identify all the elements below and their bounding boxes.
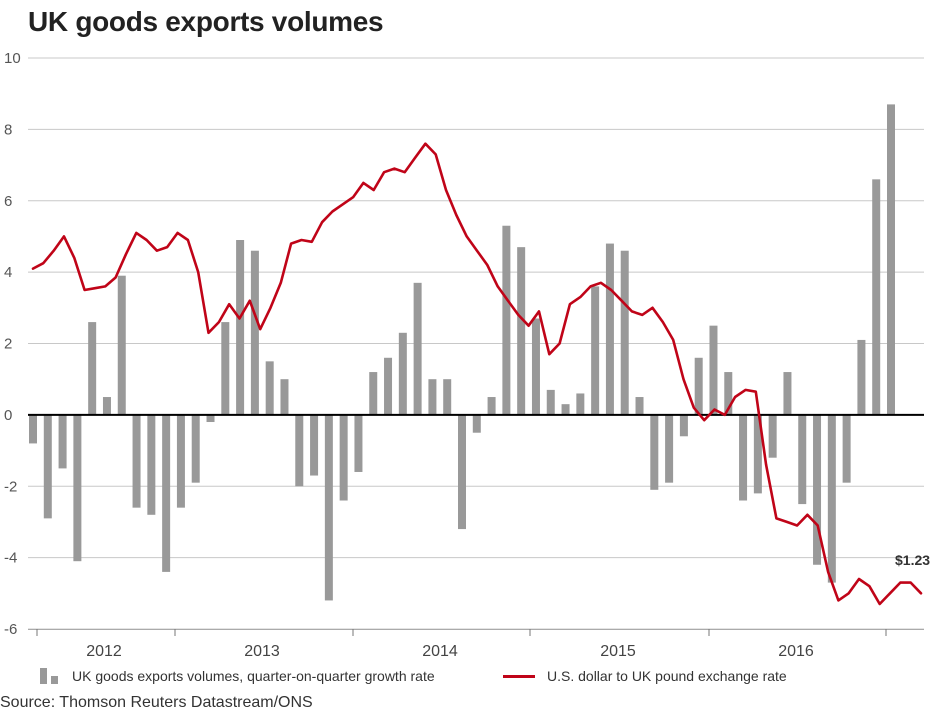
y-tick-label: -4 <box>4 550 17 567</box>
bar <box>605 243 614 415</box>
bar <box>842 414 851 483</box>
bar <box>768 414 777 458</box>
bar <box>887 104 895 415</box>
exchange-rate-line <box>31 142 923 606</box>
bar <box>250 250 259 415</box>
legend-item-bars: UK goods exports volumes, quarter-on-qua… <box>40 668 435 684</box>
bar <box>369 372 378 415</box>
end-value-label: $1.23 <box>895 552 930 568</box>
bar <box>310 414 319 476</box>
bar <box>665 414 674 483</box>
source-note: Source: Thomson Reuters Datastream/ONS <box>0 694 313 711</box>
bar <box>679 414 688 437</box>
y-tick-label: 8 <box>4 121 12 138</box>
bar <box>813 414 822 565</box>
bar <box>724 372 733 415</box>
bar <box>472 414 481 433</box>
bar <box>650 414 659 490</box>
bar <box>132 414 141 508</box>
bar <box>502 225 511 415</box>
bar <box>73 414 82 562</box>
y-tick-label: 0 <box>4 407 12 424</box>
bar <box>753 414 762 494</box>
x-tick-label: 2014 <box>422 643 458 660</box>
y-tick-label: 2 <box>4 336 12 353</box>
y-tick-label: -6 <box>4 621 17 638</box>
legend-item-line: U.S. dollar to UK pound exchange rate <box>503 668 787 684</box>
bar <box>236 240 245 415</box>
bar <box>694 357 703 415</box>
y-tick-label: 6 <box>4 193 12 210</box>
bar <box>162 414 171 572</box>
bar <box>191 414 200 483</box>
legend: UK goods exports volumes, quarter-on-qua… <box>0 668 948 690</box>
x-tick-label: 2015 <box>600 643 636 660</box>
bar <box>798 414 807 505</box>
bar <box>147 414 156 515</box>
bar <box>620 250 629 415</box>
x-tick-label: 2016 <box>778 643 814 660</box>
bar <box>739 414 748 501</box>
bar <box>546 389 555 415</box>
bar <box>561 404 570 415</box>
x-tick-label: 2012 <box>86 643 122 660</box>
chart-title: UK goods exports volumes <box>28 6 384 37</box>
bar <box>324 414 333 601</box>
y-tick-label: 4 <box>4 264 12 281</box>
y-tick-labels: 10 8 6 4 2 0 -2 -4 -6 <box>4 50 21 638</box>
bar <box>295 414 304 487</box>
bar <box>398 332 407 415</box>
bar <box>783 372 792 415</box>
legend-bar-swatch-small-icon <box>51 676 58 684</box>
y-tick-label: -2 <box>4 478 17 495</box>
bar <box>709 325 718 415</box>
chart: 10 8 6 4 2 0 -2 -4 -6 2012 2013 2014 2015 2016 $1.23 <box>4 50 930 660</box>
bar <box>635 397 644 415</box>
bar <box>58 414 67 469</box>
bar <box>443 379 452 415</box>
bar <box>872 179 881 415</box>
bar <box>827 414 836 583</box>
bar <box>265 361 274 415</box>
bar <box>487 397 496 415</box>
bar <box>591 286 600 415</box>
x-axis: 2012 2013 2014 2015 2016 <box>28 629 924 660</box>
bar <box>117 275 126 415</box>
bar <box>206 414 215 423</box>
bar <box>280 379 289 415</box>
legend-bars-label: UK goods exports volumes, quarter-on-qua… <box>72 668 435 684</box>
bar <box>221 322 230 415</box>
bar <box>339 414 348 501</box>
bar <box>413 282 422 415</box>
bar <box>531 318 540 415</box>
x-tick-label: 2013 <box>244 643 280 660</box>
legend-bar-swatch-icon <box>40 668 47 684</box>
bar <box>354 414 363 472</box>
legend-line-label: U.S. dollar to UK pound exchange rate <box>547 668 787 684</box>
bar <box>43 414 52 519</box>
bar <box>857 339 866 415</box>
y-tick-label: 10 <box>4 50 21 67</box>
bar-series <box>29 104 895 601</box>
legend-line-swatch-icon <box>503 674 535 678</box>
bar <box>517 247 526 415</box>
bar <box>428 379 437 415</box>
bar <box>88 322 97 415</box>
bar <box>576 393 585 415</box>
bar <box>102 397 111 415</box>
bar <box>176 414 185 508</box>
bar <box>458 414 466 530</box>
bar <box>29 414 37 444</box>
bar <box>384 357 393 415</box>
